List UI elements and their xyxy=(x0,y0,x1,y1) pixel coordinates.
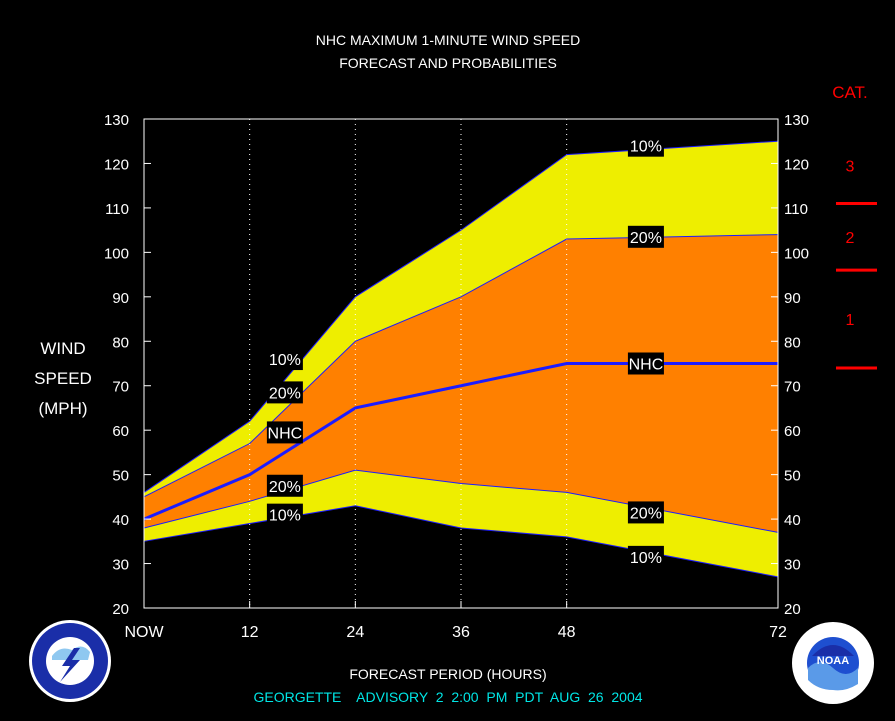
y-tick-label-left-80: 80 xyxy=(112,334,129,351)
category-1-label: 1 xyxy=(846,312,855,329)
category-2-label: 2 xyxy=(846,230,855,247)
category-header: CAT. xyxy=(832,83,868,102)
y-tick-label-left-120: 120 xyxy=(104,156,129,173)
series-label-bg xyxy=(266,503,303,526)
category-3-label: 3 xyxy=(846,159,855,176)
noaa-logo-text: NOAA xyxy=(817,655,849,667)
y-axis-label-line3: (MPH) xyxy=(38,399,87,418)
series-label-1: 20% xyxy=(269,385,301,402)
y-tick-label-left-130: 130 xyxy=(104,112,129,129)
y-tick-label-right-40: 40 xyxy=(784,512,801,529)
y-tick-label-left-100: 100 xyxy=(104,245,129,262)
band-20-percent xyxy=(144,234,778,533)
series-label-2: NHC xyxy=(268,425,303,442)
chart-title-line1: NHC MAXIMUM 1-MINUTE WIND SPEED xyxy=(316,32,580,48)
series-label-bg xyxy=(266,348,303,371)
x-tick-label-12: 12 xyxy=(241,624,259,641)
series-label-bg xyxy=(627,545,664,568)
y-tick-label-left-50: 50 xyxy=(112,468,129,485)
series-label-8: 20% xyxy=(630,505,662,522)
series-label-5: 10% xyxy=(630,139,662,156)
y-tick-label-right-100: 100 xyxy=(784,245,809,262)
y-tick-label-left-30: 30 xyxy=(112,557,129,574)
series-label-bg xyxy=(266,381,303,404)
y-axis-label-line1: WIND xyxy=(40,339,85,358)
x-tick-label-24: 24 xyxy=(346,624,364,641)
series-label-bg xyxy=(266,421,303,444)
saffir-simpson-categories: 3 2 1 xyxy=(836,159,877,370)
series-label-0: 10% xyxy=(269,352,301,369)
y-tick-label-right-60: 60 xyxy=(784,423,801,440)
y-tick-label-left-110: 110 xyxy=(105,201,129,218)
series-labels: 10% 20% NHC 20% 10% 10% 20% NHC 20% 10% xyxy=(266,134,664,568)
series-label-3: 20% xyxy=(269,479,301,496)
y-axis-ticks: 20 20 30 30 40 40 50 50 60 60 70 70 80 80 90 90 100 100 11… xyxy=(104,112,809,618)
nhc-forecast-line xyxy=(143,362,778,521)
series-label-9: 10% xyxy=(630,550,662,567)
series-label-bg xyxy=(627,225,664,248)
y-tick-label-left-90: 90 xyxy=(112,290,129,307)
y-tick-label-right-130: 130 xyxy=(784,112,809,129)
boundary-upper10 xyxy=(143,140,779,493)
advisory-line: GEORGETTE ADVISORY 2 2:00 PM PDT AUG 26 … xyxy=(253,689,642,705)
chart-title-line2: FORECAST AND PROBABILITIES xyxy=(339,55,557,71)
y-tick-label-right-90: 90 xyxy=(784,290,801,307)
y-tick-label-left-60: 60 xyxy=(112,423,129,440)
boundary-lower10 xyxy=(143,505,779,578)
nws-logo xyxy=(29,620,111,702)
series-label-6: 20% xyxy=(630,230,662,247)
y-tick-label-right-110: 110 xyxy=(784,201,808,218)
band-boundaries xyxy=(143,140,779,578)
series-label-4: 10% xyxy=(269,508,301,525)
series-label-bg xyxy=(627,352,664,375)
y-tick-label-left-20: 20 xyxy=(112,601,129,618)
x-tick-label-36: 36 xyxy=(452,624,470,641)
x-tick-label-NOW: NOW xyxy=(124,624,164,641)
series-label-7: NHC xyxy=(629,357,664,374)
y-tick-label-right-50: 50 xyxy=(784,468,801,485)
y-tick-label-left-70: 70 xyxy=(112,379,129,396)
x-tick-label-48: 48 xyxy=(558,624,576,641)
x-tick-label-72: 72 xyxy=(769,624,787,641)
series-label-bg xyxy=(627,134,664,157)
y-axis-label-line2: SPEED xyxy=(34,369,92,388)
x-axis-label: FORECAST PERIOD (HOURS) xyxy=(349,666,546,682)
x-axis-ticks: NOW 12 24 36 48 72 xyxy=(124,601,787,641)
series-label-bg xyxy=(266,474,303,497)
y-tick-label-right-70: 70 xyxy=(784,379,801,396)
noaa-logo: NOAA xyxy=(792,622,874,704)
boundary-upper20 xyxy=(143,234,779,498)
y-tick-label-right-30: 30 xyxy=(784,557,801,574)
y-tick-label-left-40: 40 xyxy=(112,512,129,529)
y-tick-label-right-80: 80 xyxy=(784,334,801,351)
y-tick-label-right-20: 20 xyxy=(784,601,801,618)
series-label-bg xyxy=(627,501,664,524)
boundary-lower20 xyxy=(143,469,779,533)
y-tick-label-right-120: 120 xyxy=(784,156,809,173)
